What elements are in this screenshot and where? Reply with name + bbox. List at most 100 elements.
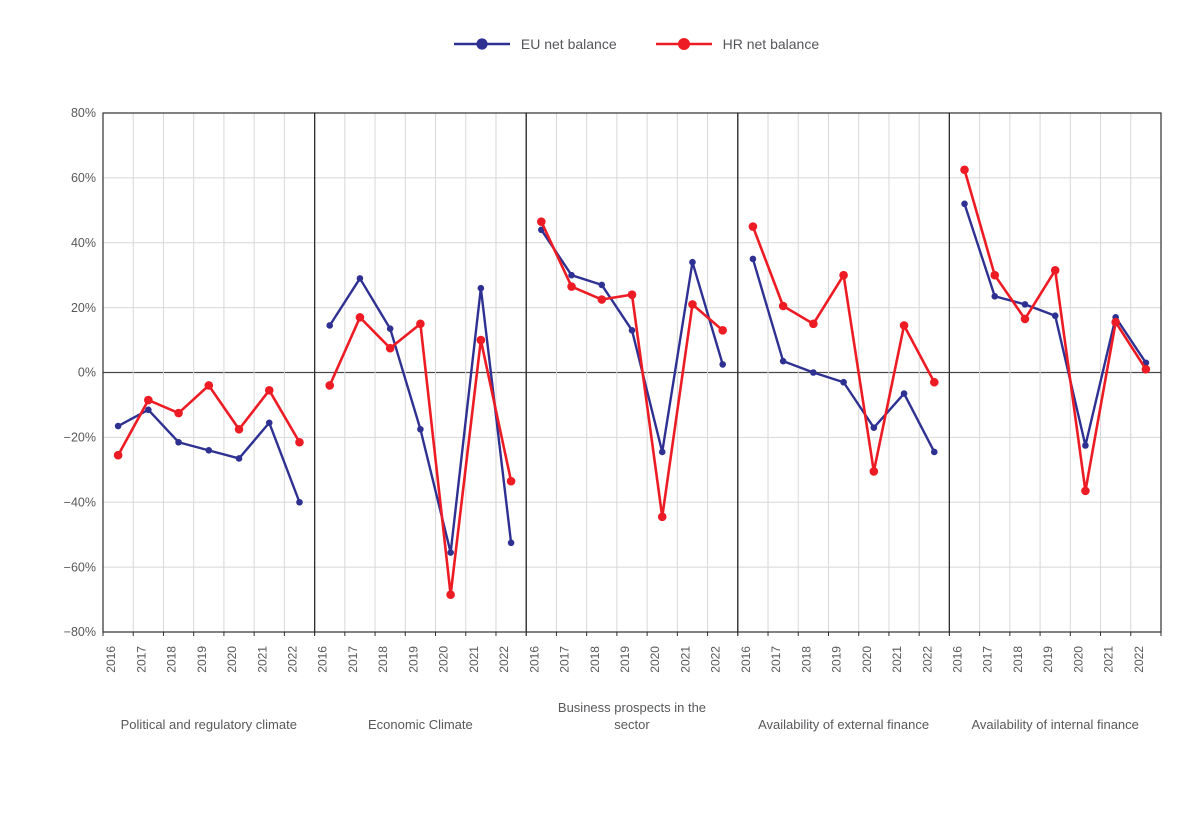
data-point-hr [355, 313, 365, 322]
legend-label-eu: EU net balance [520, 36, 617, 52]
x-tick-label: 2022 [709, 646, 723, 673]
legend-label-hr: HR net balance [722, 36, 820, 52]
data-point-hr [839, 270, 848, 280]
data-point-eu [145, 406, 152, 414]
data-point-hr [234, 424, 244, 434]
data-point-eu [900, 390, 908, 397]
x-tick-label: 2021 [678, 646, 692, 673]
data-point-eu [568, 271, 575, 279]
y-tick-label: 80% [71, 106, 96, 120]
panel-title-economic: Economic Climate [368, 717, 473, 733]
data-point-eu [628, 327, 636, 334]
x-tick-label: 2022 [285, 646, 299, 673]
data-point-eu [507, 539, 515, 547]
data-point-eu [779, 357, 787, 365]
data-point-hr [627, 290, 637, 299]
x-tick-label: 2017 [134, 646, 148, 673]
data-point-hr [748, 222, 758, 231]
x-tick-label: 2018 [588, 646, 602, 673]
x-tick-label: 2019 [406, 646, 420, 673]
data-point-eu [235, 455, 243, 462]
x-tick-label: 2016 [951, 646, 965, 673]
y-tick-label: −40% [64, 495, 96, 509]
data-point-eu [840, 378, 847, 386]
data-point-hr [567, 282, 576, 291]
data-point-hr [1050, 266, 1060, 275]
panel-title-external-finance: Availability of external finance [758, 717, 930, 733]
data-point-hr [1111, 317, 1120, 327]
x-tick-label: 2017 [981, 646, 995, 673]
data-point-hr [385, 343, 395, 353]
x-tick-label: 2021 [890, 646, 904, 673]
data-point-hr [778, 301, 788, 311]
x-tick-label: 2016 [104, 646, 118, 673]
data-point-eu [810, 369, 817, 376]
legend-marker-eu-icon [453, 38, 510, 50]
x-tick-label: 2016 [527, 646, 541, 673]
chart-panel-2: 2016 2017 2018 2019 2020 2021 2022 [525, 112, 739, 673]
data-point-eu [477, 284, 485, 292]
x-tick-label: 2021 [1102, 646, 1116, 673]
x-tick-label: 2020 [648, 646, 662, 673]
x-tick-label: 2017 [346, 646, 360, 673]
data-point-hr [264, 386, 274, 395]
data-point-hr [537, 217, 546, 226]
x-tick-label: 2021 [467, 646, 481, 673]
data-point-eu [265, 419, 273, 427]
data-point-eu [175, 438, 182, 446]
chart-legend: EU net balance HR net balance [0, 30, 1184, 58]
x-tick-label: 2021 [255, 646, 269, 673]
data-point-hr [1020, 314, 1030, 324]
data-point-hr [325, 381, 335, 390]
data-point-eu [326, 322, 334, 329]
data-point-hr [204, 381, 214, 390]
data-point-hr [416, 319, 425, 329]
legend-marker-hr-icon [655, 38, 712, 50]
data-point-eu [870, 424, 878, 431]
data-point-hr [113, 450, 123, 460]
legend-item-hr: HR net balance [655, 36, 820, 52]
series-line-hr [540, 221, 724, 519]
data-point-eu [991, 292, 999, 300]
x-tick-label: 2017 [769, 646, 783, 673]
data-point-eu [930, 448, 938, 456]
data-point-hr [809, 319, 818, 329]
x-tick-label: 2022 [1132, 646, 1146, 673]
y-tick-label: 20% [71, 301, 96, 315]
legend-item-eu: EU net balance [453, 36, 617, 52]
y-tick-label: 40% [71, 236, 96, 250]
x-tick-label: 2016 [739, 646, 753, 673]
x-tick-label: 2019 [618, 646, 632, 673]
data-point-eu [114, 422, 122, 430]
x-tick-label: 2022 [920, 646, 934, 673]
x-tick-label: 2020 [437, 646, 451, 673]
y-tick-label: −80% [64, 625, 96, 639]
x-tick-label: 2018 [165, 646, 179, 673]
series-line-hr [116, 384, 301, 456]
data-point-eu [1082, 442, 1089, 449]
data-point-hr [1081, 486, 1090, 496]
series-line-eu [751, 258, 936, 453]
x-tick-label: 2020 [225, 646, 239, 673]
x-tick-label: 2018 [799, 646, 813, 673]
data-point-hr [990, 270, 1000, 280]
data-point-eu [296, 498, 303, 506]
data-point-hr [869, 467, 879, 476]
chart-panel-3: 2016 2017 2018 2019 2020 2021 2022 [737, 112, 950, 673]
data-point-hr [476, 335, 486, 345]
x-tick-label: 2016 [316, 646, 330, 673]
data-point-eu [658, 448, 666, 456]
y-tick-label: 60% [71, 171, 96, 185]
data-point-hr [657, 512, 667, 522]
data-point-eu [749, 255, 757, 263]
x-tick-label: 2020 [1071, 646, 1085, 673]
series-line-hr [328, 316, 513, 596]
data-point-hr [718, 326, 727, 335]
data-point-eu [386, 325, 394, 333]
data-point-hr [446, 590, 455, 599]
x-tick-label: 2020 [860, 646, 874, 673]
chart-panel-4: 2016 2017 2018 2019 2020 2021 2022 [948, 112, 1162, 673]
data-point-eu [1051, 312, 1059, 320]
